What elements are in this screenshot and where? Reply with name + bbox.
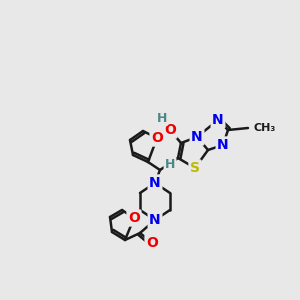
- Text: N: N: [149, 176, 161, 190]
- Text: H: H: [165, 158, 175, 172]
- Text: S: S: [190, 161, 200, 175]
- Text: H: H: [157, 112, 167, 124]
- Text: N: N: [217, 138, 229, 152]
- Text: N: N: [191, 130, 203, 144]
- Text: O: O: [164, 123, 176, 137]
- Text: N: N: [149, 213, 161, 227]
- Text: O: O: [151, 131, 163, 145]
- Text: N: N: [212, 113, 224, 127]
- Text: O: O: [128, 211, 140, 225]
- Text: O: O: [146, 236, 158, 250]
- Text: CH₃: CH₃: [254, 123, 276, 133]
